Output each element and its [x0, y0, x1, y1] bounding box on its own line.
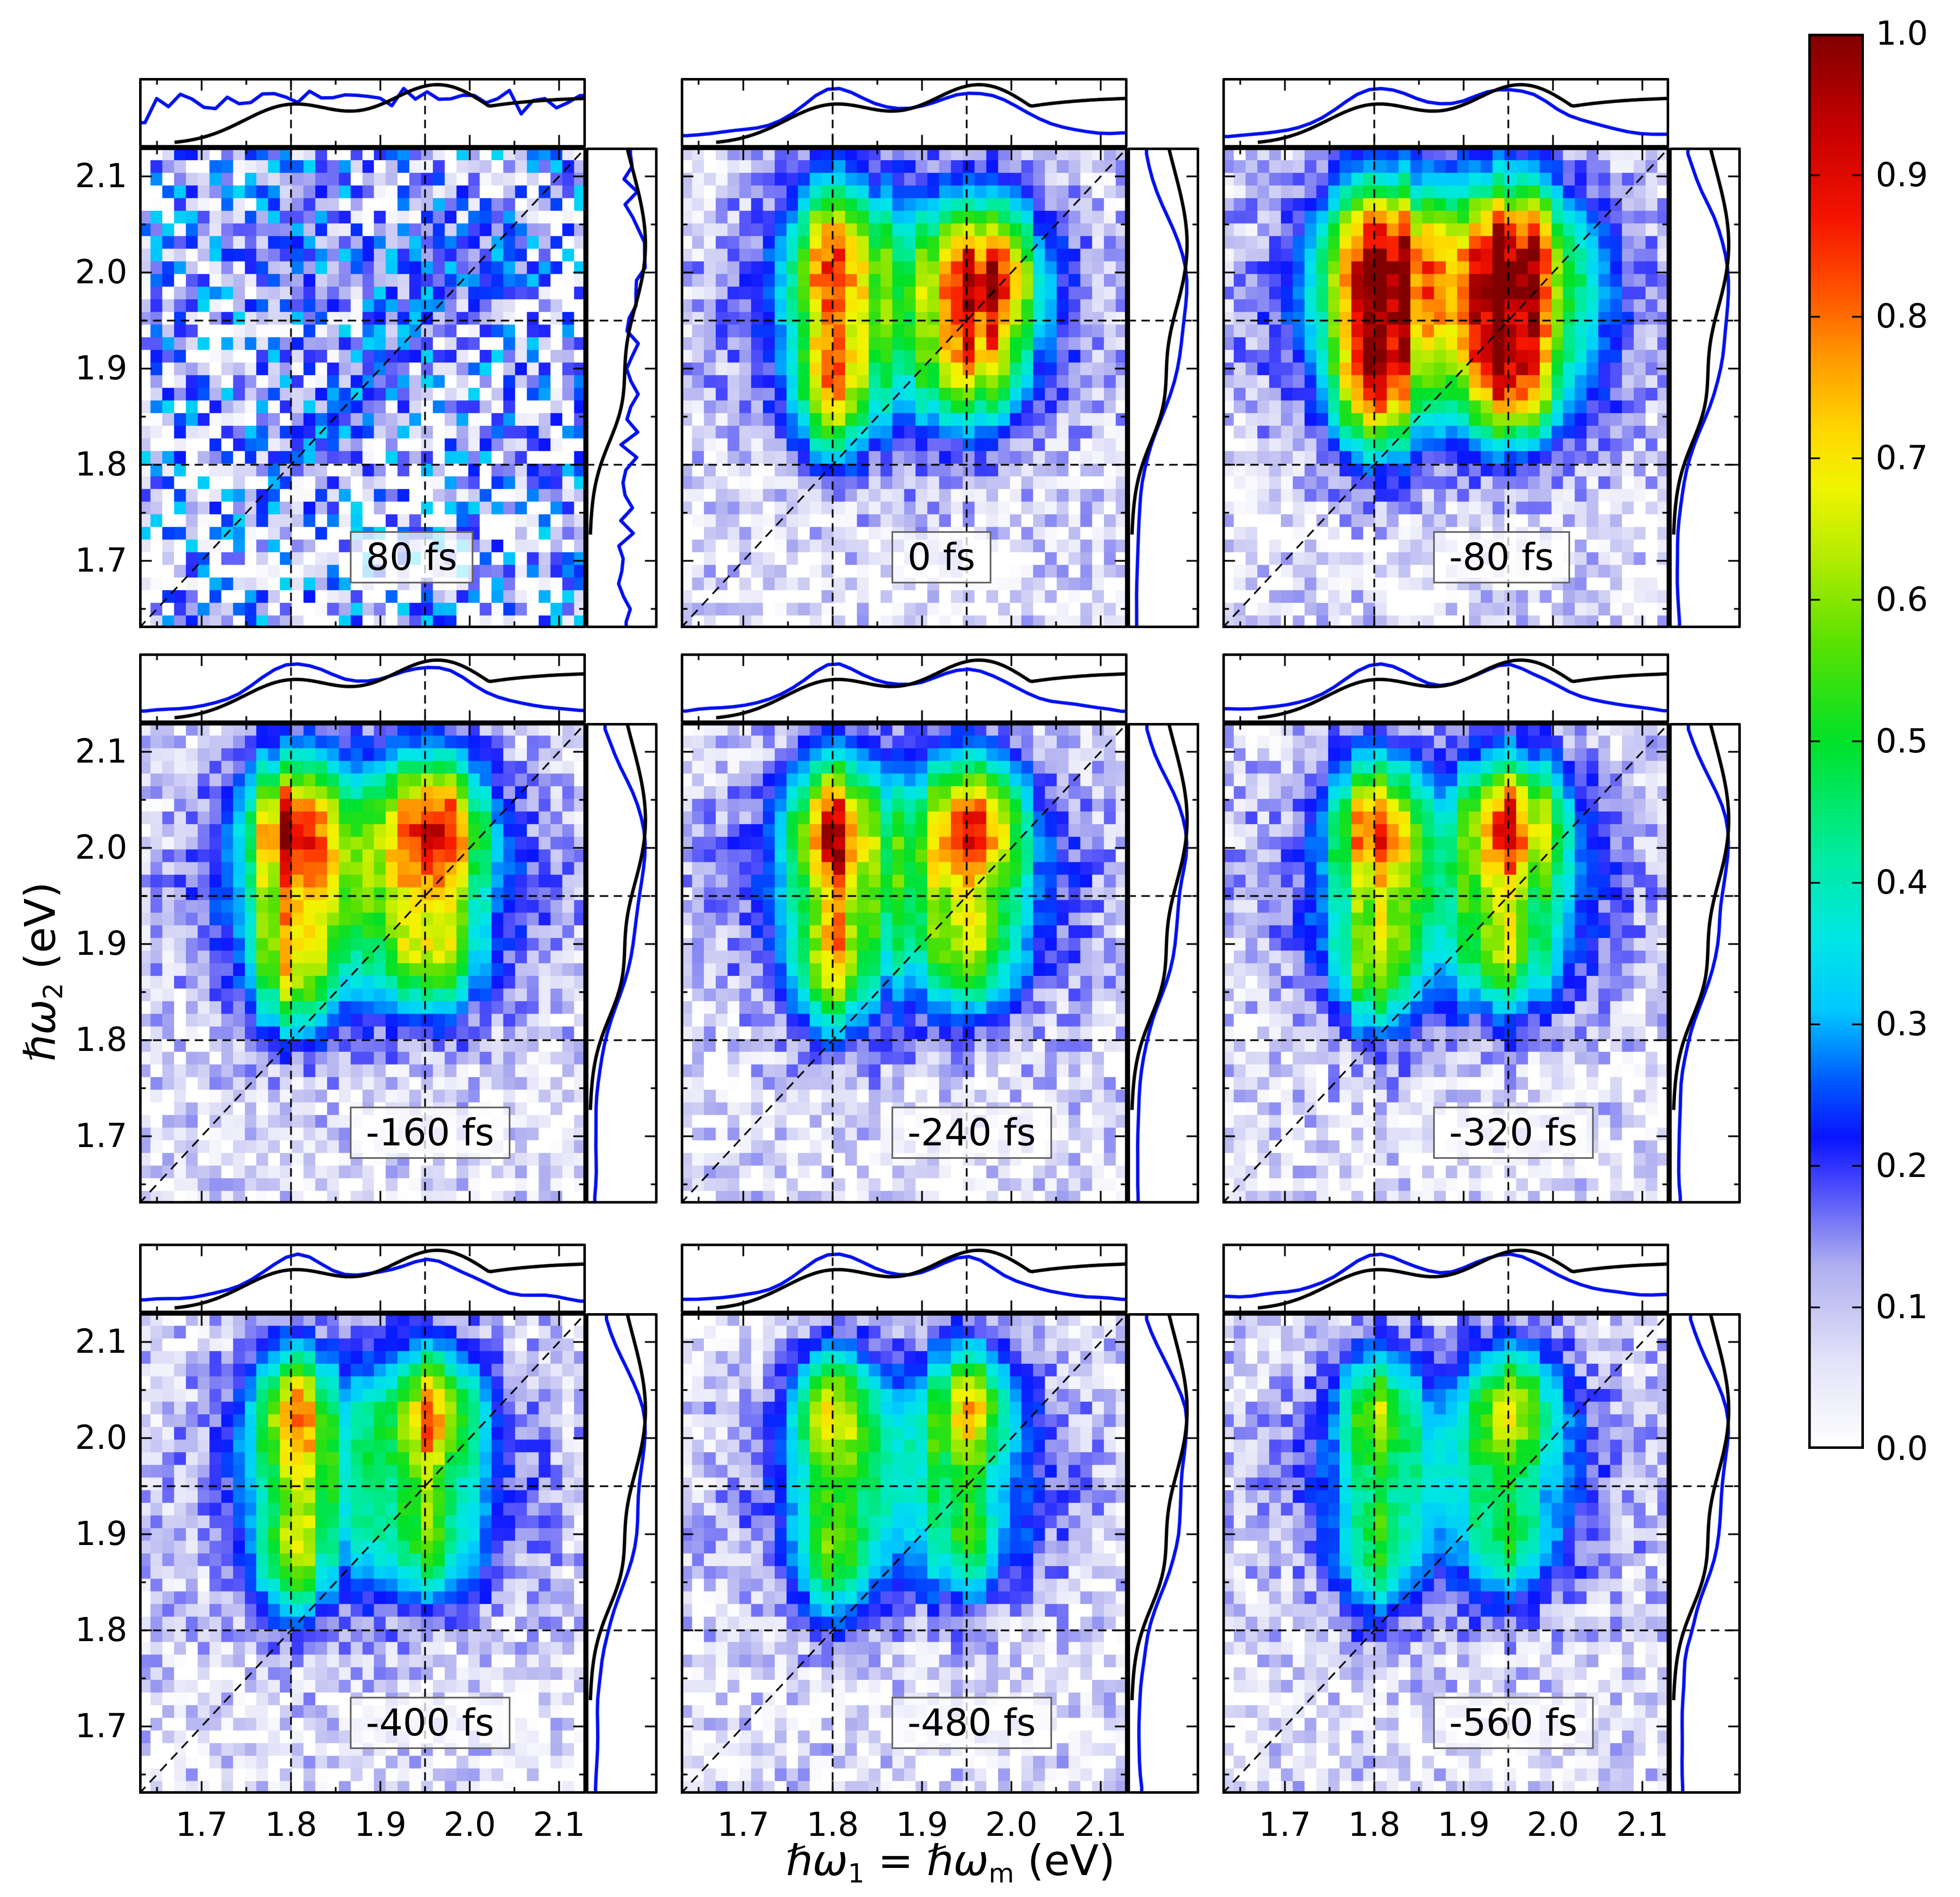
y-tick-label: 2.0 — [75, 253, 127, 292]
right-marginal-canvas — [586, 1313, 658, 1794]
top-marginal-canvas — [139, 653, 586, 723]
x-tick-label: 1.7 — [717, 1806, 770, 1844]
delay-label: -400 fs — [350, 1697, 510, 1749]
x-tick-label: 2.1 — [533, 1806, 585, 1844]
y-tick-label: 1.7 — [75, 1117, 127, 1155]
right-marginal-canvas — [1128, 148, 1199, 628]
colorbar-tick-label: 0.7 — [1876, 439, 1928, 478]
y-tick-label: 1.9 — [75, 349, 127, 388]
right-marginal-canvas — [586, 723, 658, 1204]
y-tick-label: 2.0 — [75, 1419, 127, 1457]
delay-label: 80 fs — [350, 531, 473, 583]
x-axis-title-subscript-1: 1 — [848, 1858, 865, 1889]
right-marginal-canvas — [1128, 723, 1199, 1204]
y-tick-label: 1.7 — [75, 1707, 127, 1746]
x-axis-title-equals: = — [864, 1836, 927, 1885]
x-tick-label: 1.9 — [1437, 1806, 1490, 1844]
x-axis-title: ℏω1 = ℏωm (eV) — [645, 1836, 1256, 1889]
colorbar-tick-label: 0.9 — [1876, 156, 1928, 194]
x-tick-label: 1.9 — [896, 1806, 948, 1844]
x-tick-label: 1.8 — [265, 1806, 317, 1844]
colorbar-tick-label: 0.6 — [1876, 580, 1928, 619]
x-axis-title-symbol-1: ℏω — [786, 1836, 848, 1885]
y-tick-label: 1.7 — [75, 542, 127, 580]
right-marginal-canvas — [1669, 1313, 1741, 1794]
y-tick-label: 2.0 — [75, 829, 127, 867]
x-tick-label: 1.7 — [1259, 1806, 1311, 1844]
x-tick-label: 1.8 — [806, 1806, 859, 1844]
x-tick-label: 2.0 — [985, 1806, 1038, 1844]
x-tick-label: 2.1 — [1074, 1806, 1127, 1844]
y-tick-label: 2.1 — [75, 733, 127, 771]
right-marginal-canvas — [1128, 1313, 1199, 1794]
y-axis-title-subscript: 2 — [38, 983, 69, 1000]
x-tick-label: 1.7 — [175, 1806, 228, 1844]
top-marginal-canvas — [681, 1244, 1128, 1313]
right-marginal-canvas — [1669, 723, 1741, 1204]
x-tick-label: 1.9 — [354, 1806, 407, 1844]
x-axis-title-symbol-2: ℏω — [926, 1836, 989, 1885]
colorbar-tick-label: 0.0 — [1876, 1430, 1928, 1468]
colorbar-tick-label: 0.8 — [1876, 298, 1928, 336]
colorbar-tick-label: 0.3 — [1876, 1005, 1928, 1043]
delay-label: -560 fs — [1433, 1697, 1594, 1749]
delay-label: 0 fs — [891, 531, 991, 583]
y-tick-label: 1.8 — [75, 1611, 127, 1650]
x-tick-label: 2.1 — [1616, 1806, 1669, 1844]
y-tick-label: 2.1 — [75, 157, 127, 196]
y-tick-label: 1.9 — [75, 925, 127, 963]
right-marginal-canvas — [586, 148, 658, 628]
x-tick-label: 1.8 — [1348, 1806, 1401, 1844]
x-axis-title-unit: (eV) — [1014, 1836, 1115, 1885]
top-marginal-canvas — [1222, 1244, 1669, 1313]
top-marginal-canvas — [139, 78, 586, 148]
delay-label: -320 fs — [1433, 1107, 1594, 1159]
top-marginal-canvas — [681, 653, 1128, 723]
top-marginal-canvas — [1222, 653, 1669, 723]
colorbar-tick-label: 1.0 — [1876, 15, 1928, 53]
y-tick-label: 2.1 — [75, 1323, 127, 1361]
top-marginal-canvas — [681, 78, 1128, 148]
colorbar-tick-label: 0.2 — [1876, 1147, 1928, 1185]
x-axis-title-subscript-m: m — [988, 1858, 1014, 1889]
colorbar — [1808, 34, 1864, 1449]
colorbar-tick-label: 0.1 — [1876, 1288, 1928, 1327]
x-tick-label: 2.0 — [443, 1806, 496, 1844]
delay-label: -480 fs — [891, 1697, 1052, 1749]
colorbar-tick-label: 0.4 — [1876, 864, 1928, 902]
y-tick-label: 1.8 — [75, 446, 127, 484]
delay-label: -160 fs — [350, 1107, 510, 1159]
right-marginal-canvas — [1669, 148, 1741, 628]
top-marginal-canvas — [139, 1244, 586, 1313]
delay-label: -80 fs — [1433, 531, 1570, 583]
delay-label: -240 fs — [891, 1107, 1052, 1159]
y-tick-label: 1.9 — [75, 1515, 127, 1553]
top-marginal-canvas — [1222, 78, 1669, 148]
x-tick-label: 2.0 — [1527, 1806, 1579, 1844]
colorbar-tick-label: 0.5 — [1876, 722, 1928, 760]
y-tick-label: 1.8 — [75, 1021, 127, 1059]
